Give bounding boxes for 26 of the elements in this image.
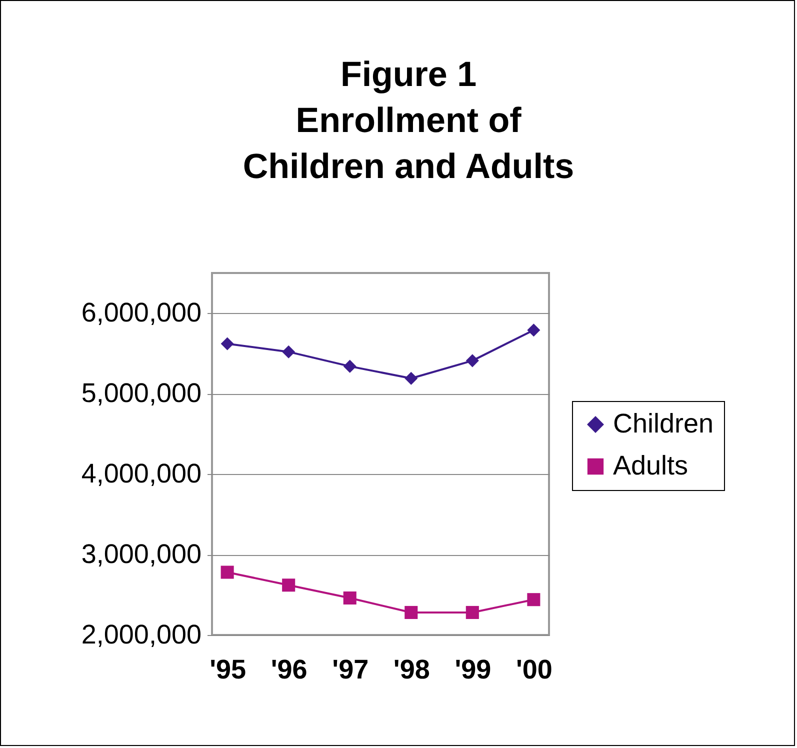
point <box>343 360 356 373</box>
x-tick-label: '96 <box>270 654 308 684</box>
point <box>404 372 418 385</box>
point <box>466 354 479 368</box>
legend-label: Adults <box>613 450 688 480</box>
point <box>282 578 296 592</box>
y-tick-label: 5,000,000 <box>81 378 202 408</box>
chart-title: Figure 1 Enrollment of Children and Adults <box>242 55 574 186</box>
x-tick-label: '99 <box>454 654 492 684</box>
point <box>220 566 234 579</box>
point <box>527 593 540 606</box>
y-tick-label: 6,000,000 <box>81 298 202 328</box>
point <box>220 337 234 350</box>
x-tick-label: '95 <box>210 654 246 684</box>
point <box>466 606 479 619</box>
x-tick-label: '00 <box>516 654 552 684</box>
y-tick-label: 4,000,000 <box>81 458 202 489</box>
x-tick-label: '98 <box>393 654 430 684</box>
point <box>343 591 356 605</box>
y-tick-label: 3,000,000 <box>81 539 202 570</box>
legend-label: Children <box>613 408 714 438</box>
x-tick-label: '97 <box>332 654 369 684</box>
point <box>404 606 418 619</box>
point <box>527 324 540 337</box>
y-tick-label: 2,000,000 <box>81 620 202 650</box>
point <box>282 345 296 358</box>
